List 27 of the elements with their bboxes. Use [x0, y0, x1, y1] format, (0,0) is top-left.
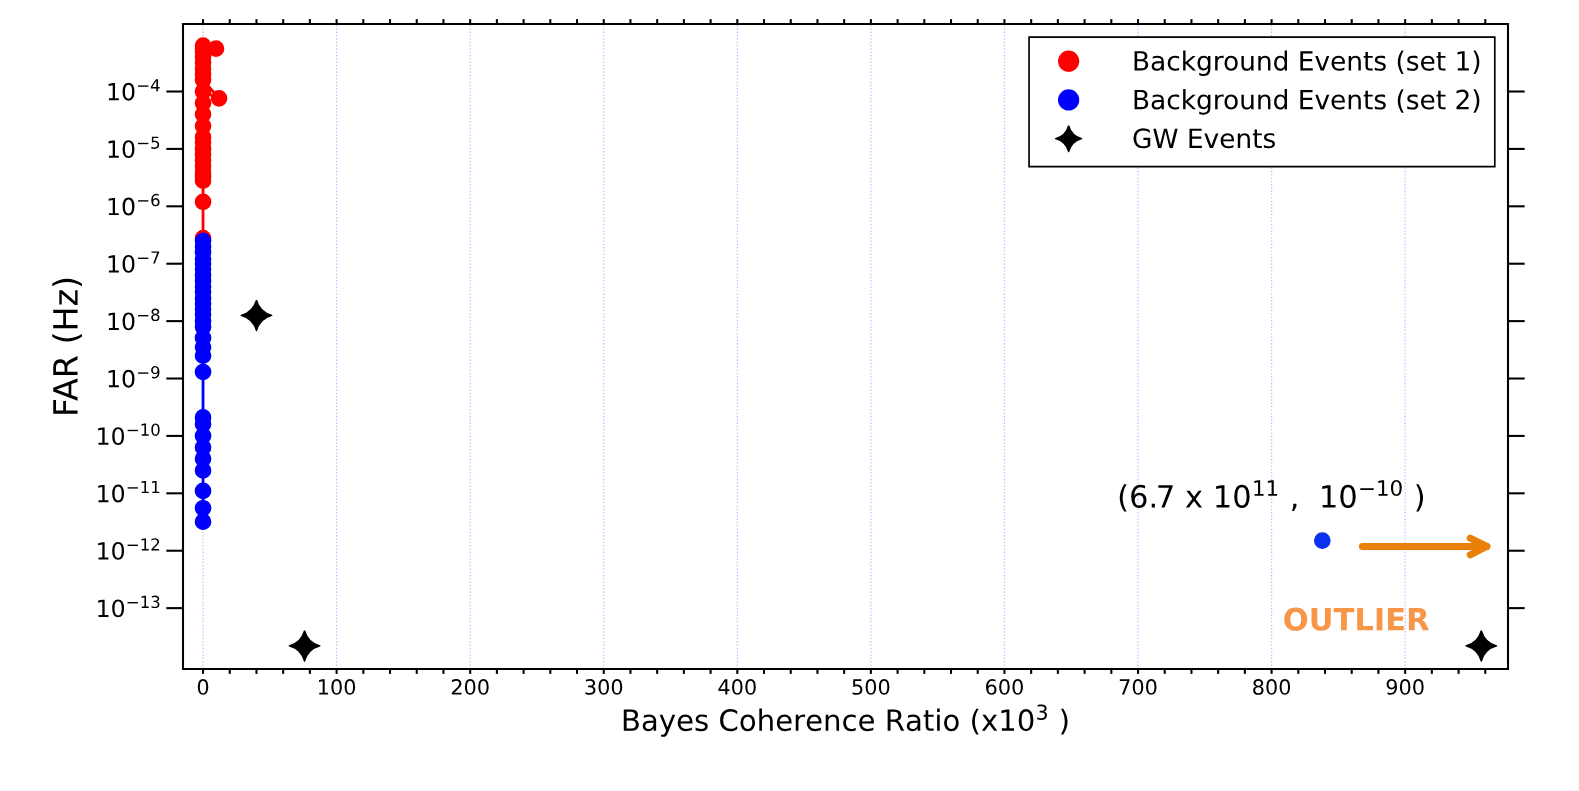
y-axis-title: FAR (Hz): [52, 278, 82, 414]
legend-label: Background Events (set 1): [1134, 50, 1480, 76]
y-tick-label: 10$^{−11}$: [98, 481, 160, 503]
x-tick-label: 600: [986, 679, 1023, 695]
x-axis-title: Bayes Coherence Ratio (x10$^{3}$ ): [623, 704, 1068, 737]
y-tick-label: 10$^{−12}$: [98, 538, 160, 560]
y-tick-label: 10$^{−7}$: [108, 251, 160, 273]
x-tick-label: 300: [585, 679, 623, 695]
y-tick-label: 10$^{−6}$: [108, 193, 160, 216]
y-tick-label: 10$^{−4}$: [108, 79, 160, 101]
y-tick-label: 10$^{−9}$: [108, 366, 160, 388]
legend-label: GW Events: [1133, 128, 1275, 149]
y-tick-label: 10$^{−10}$: [98, 423, 160, 446]
x-tick-label: 100: [319, 679, 356, 695]
x-tick-label: 500: [852, 679, 890, 695]
y-tick-label: 10$^{−8}$: [108, 308, 160, 331]
annotation: (6.7 x 10$^{11}$ , 10$^{−10}$ ): [1119, 479, 1424, 512]
x-tick-label: 900: [1386, 679, 1424, 695]
y-tick-label: 10$^{−5}$: [108, 136, 160, 159]
x-tick-label: 700: [1119, 679, 1157, 695]
legend-label: Background Events (set 2): [1134, 89, 1480, 115]
y-tick-label: 10$^{−13}$: [98, 595, 160, 618]
annotation: OUTLIER: [1284, 607, 1430, 631]
x-tick-label: 0: [197, 679, 209, 695]
x-tick-label: 400: [718, 679, 756, 695]
x-tick-label: 200: [451, 679, 489, 695]
x-tick-label: 800: [1253, 679, 1291, 695]
